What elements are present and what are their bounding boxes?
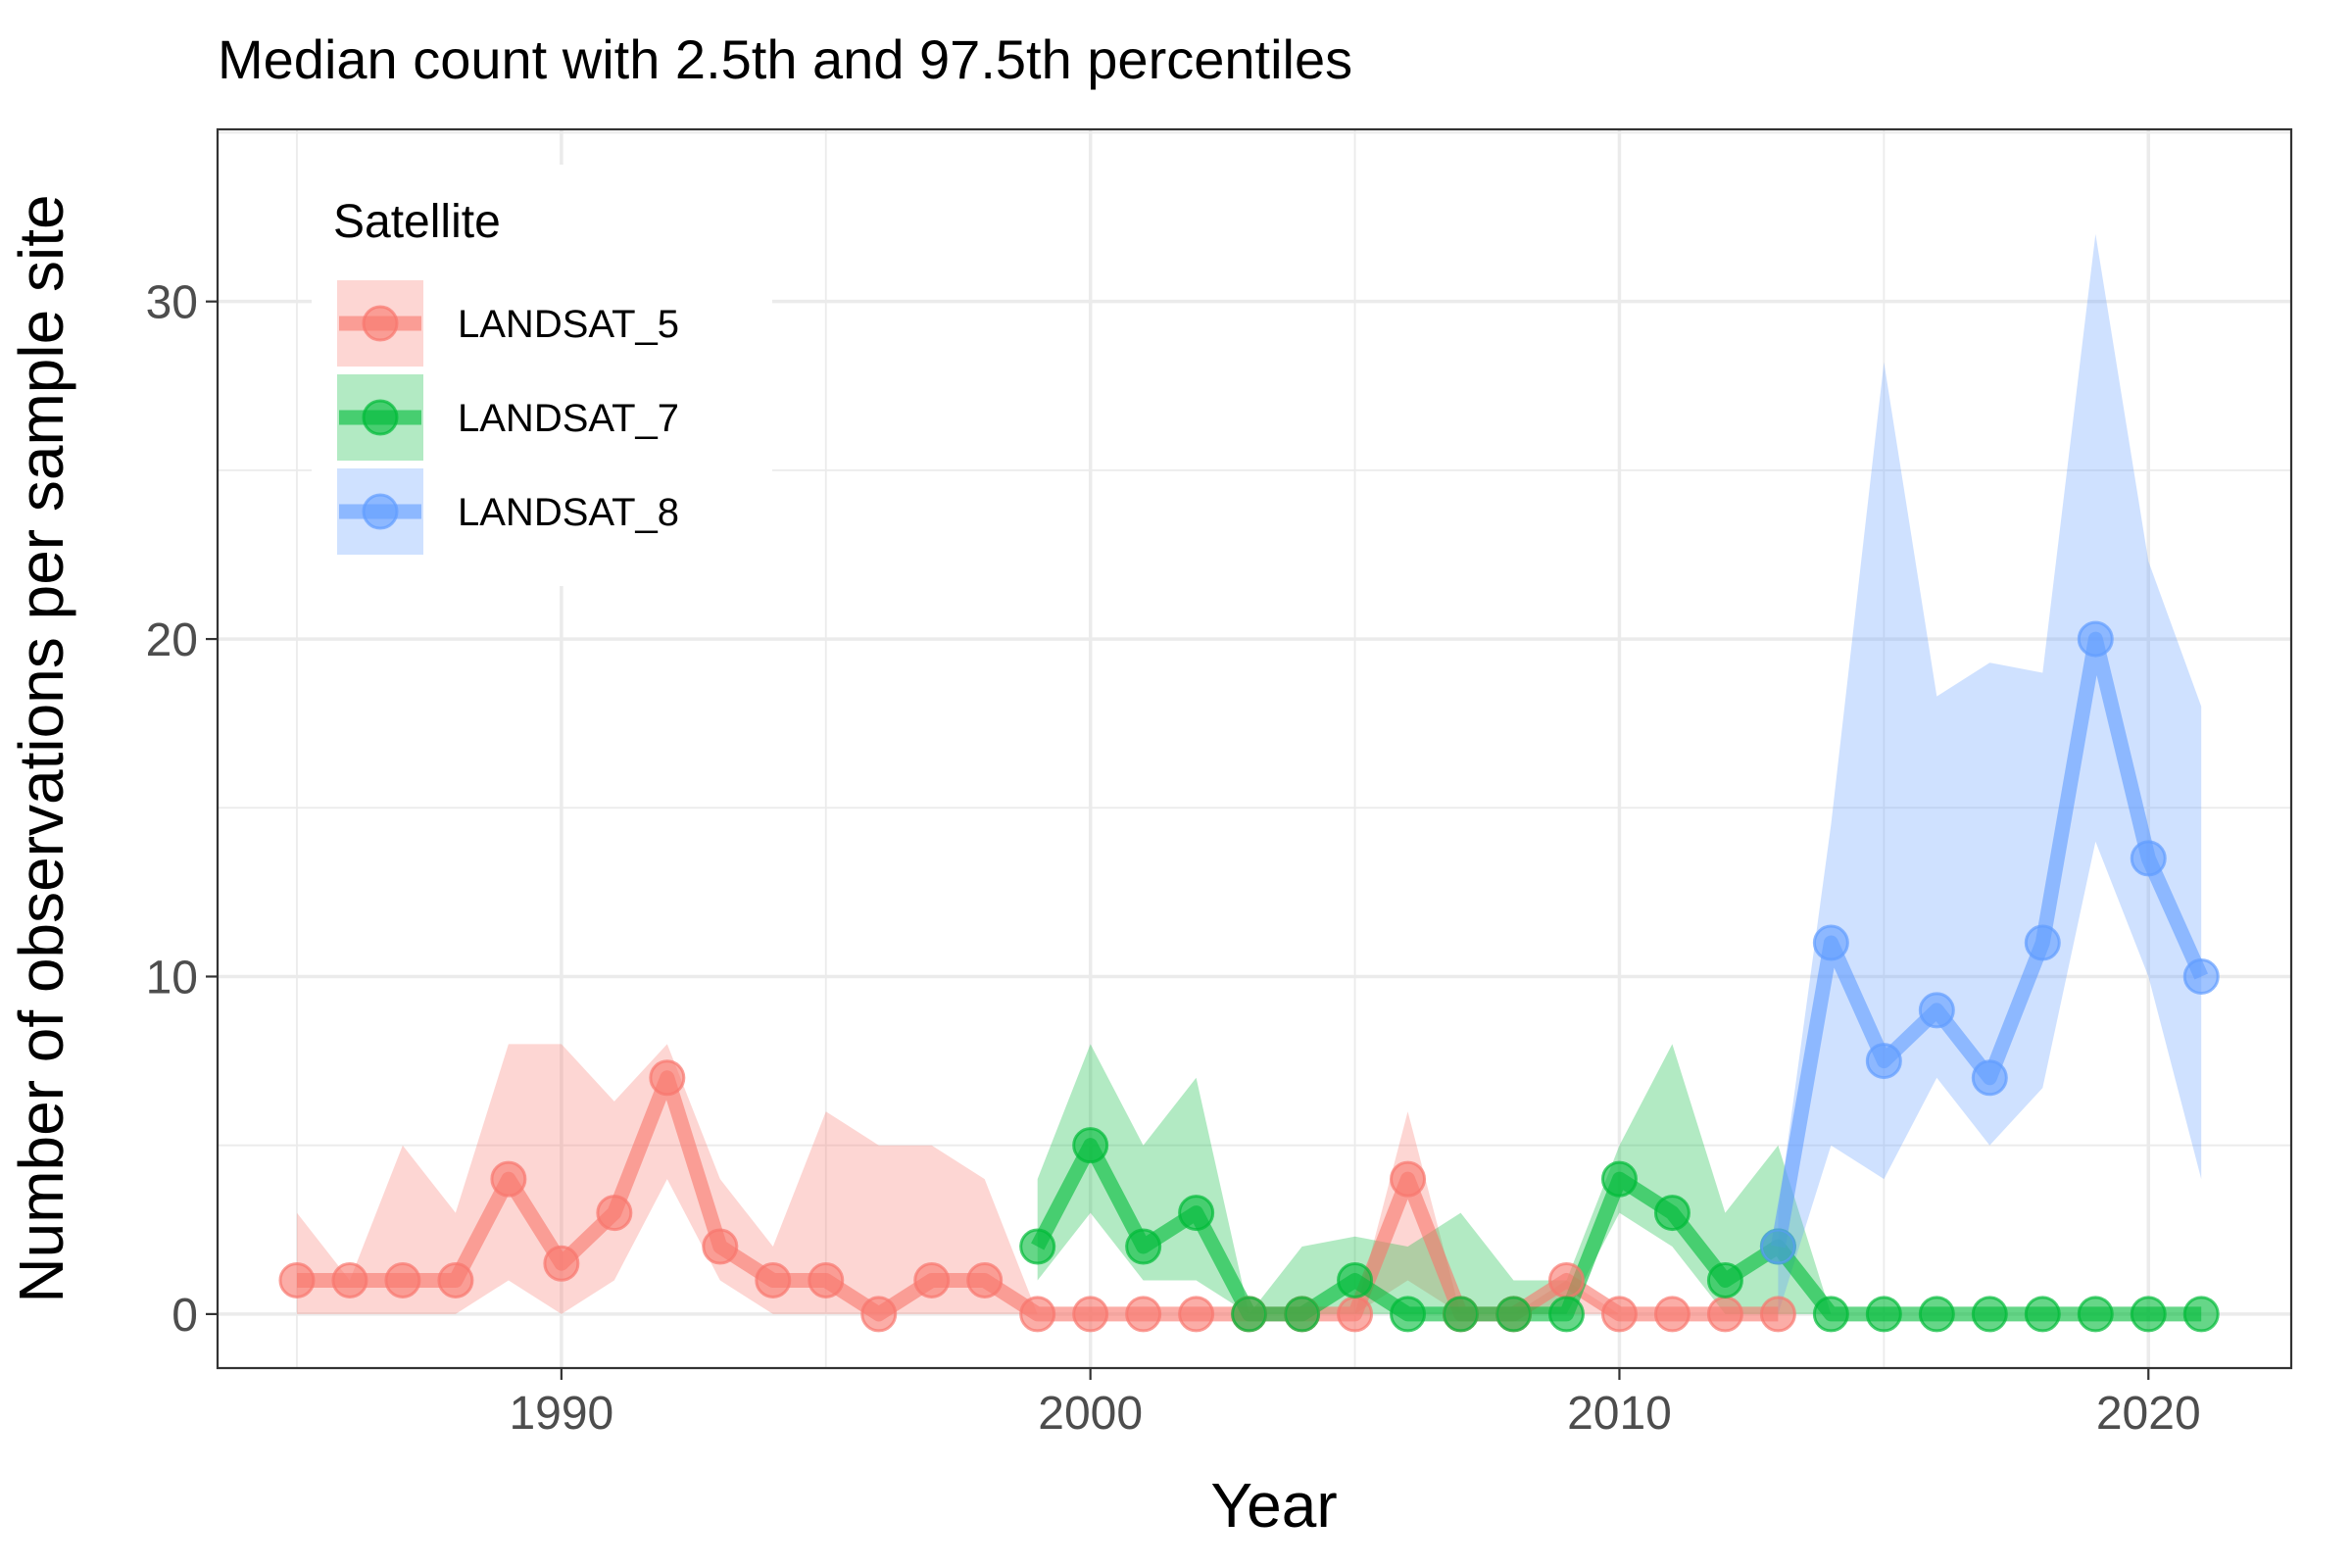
- legend-item-landsat-7: LANDSAT_7: [337, 374, 679, 461]
- landsat-8-point: [2024, 924, 2061, 961]
- landsat-7-point: [1918, 1296, 1955, 1333]
- landsat-7-point: [1231, 1296, 1268, 1333]
- landsat-5-point: [860, 1296, 898, 1333]
- legend-key-point: [362, 305, 399, 342]
- landsat-7-point: [1284, 1296, 1321, 1333]
- landsat-7-point: [2130, 1296, 2167, 1333]
- landsat-5-point: [755, 1261, 792, 1298]
- landsat-7-point: [1125, 1228, 1162, 1265]
- landsat-7-point: [2077, 1296, 2114, 1333]
- legend-label: LANDSAT_8: [458, 491, 679, 534]
- landsat-8-point: [2182, 957, 2220, 995]
- landsat-8-point: [1759, 1228, 1796, 1265]
- landsat-5-point: [331, 1261, 368, 1298]
- y-axis-title: Number of observations per sample site: [6, 194, 76, 1302]
- landsat-5-point: [437, 1261, 474, 1298]
- y-tick-label: 20: [146, 614, 198, 666]
- landsat-5-point: [913, 1261, 951, 1298]
- x-tick-label: 2020: [2096, 1388, 2201, 1440]
- minor-grid: [218, 129, 2291, 1368]
- landsat-8-point: [1971, 1059, 2008, 1097]
- landsat-7-point: [2024, 1296, 2061, 1333]
- landsat-8-point: [1865, 1043, 1902, 1080]
- x-tick-label: 2010: [1567, 1388, 1672, 1440]
- landsat-5-point: [543, 1245, 580, 1282]
- landsat-7-point: [1812, 1296, 1849, 1333]
- legend: Satellite LANDSAT_5 LANDSAT_7 LANDSAT_8: [312, 165, 772, 586]
- landsat-8-point: [2130, 840, 2167, 877]
- landsat-5-point: [808, 1261, 845, 1298]
- legend-label: LANDSAT_5: [458, 303, 679, 346]
- landsat-7-point: [1971, 1296, 2008, 1333]
- landsat-5-point: [1125, 1296, 1162, 1333]
- legend-title: Satellite: [333, 196, 501, 248]
- legend-item-landsat-8: LANDSAT_8: [337, 468, 679, 555]
- landsat-7-point: [1178, 1195, 1215, 1232]
- landsat-7-point: [1706, 1261, 1743, 1298]
- landsat-7-point: [1443, 1296, 1480, 1333]
- landsat-5-point: [1547, 1261, 1585, 1298]
- legend-item-landsat-5: LANDSAT_5: [337, 280, 679, 367]
- landsat-5-point: [1178, 1296, 1215, 1333]
- landsat-7-point: [1865, 1296, 1902, 1333]
- legend-label: LANDSAT_7: [458, 397, 679, 440]
- landsat-5-point: [1706, 1296, 1743, 1333]
- y-tick-label: 0: [172, 1290, 198, 1342]
- y-axis: 0 10 20 30: [146, 277, 218, 1342]
- landsat-5-point: [1600, 1296, 1638, 1333]
- chart-title: Median count with 2.5th and 97.5th perce…: [218, 28, 1352, 90]
- plot-border: [216, 127, 2293, 1370]
- landsat-7-point: [1653, 1195, 1690, 1232]
- landsat-7-point: [1390, 1296, 1427, 1333]
- landsat-5-point: [966, 1261, 1004, 1298]
- landsat-5-point: [384, 1261, 421, 1298]
- legend-key-point: [362, 493, 399, 530]
- landsat-5-point: [490, 1160, 527, 1198]
- landsat-7-point: [1547, 1296, 1585, 1333]
- landsat-5-point: [1337, 1296, 1374, 1333]
- x-axis: 1990 2000 2010 2020: [509, 1368, 2201, 1440]
- landsat-8-point: [1918, 992, 1955, 1029]
- x-axis-title: Year: [1210, 1470, 1337, 1541]
- landsat-5-point: [1390, 1160, 1427, 1198]
- median-points: [278, 620, 2220, 1333]
- legend-key-point: [362, 399, 399, 436]
- y-tick-label: 30: [146, 277, 198, 329]
- landsat-7-point: [1019, 1228, 1056, 1265]
- landsat-5-point: [1653, 1296, 1690, 1333]
- x-tick-label: 2000: [1038, 1388, 1143, 1440]
- x-tick-label: 1990: [509, 1388, 613, 1440]
- landsat-7-point: [1495, 1296, 1532, 1333]
- landsat-5-point: [278, 1261, 316, 1298]
- landsat-7-point: [2182, 1296, 2220, 1333]
- landsat-5-point: [1072, 1296, 1109, 1333]
- landsat-7-point: [1337, 1261, 1374, 1298]
- plot-area: Satellite LANDSAT_5 LANDSAT_7 LANDSAT_8: [216, 127, 2293, 1370]
- y-tick-label: 10: [146, 952, 198, 1004]
- landsat-5-point: [649, 1059, 686, 1097]
- landsat-5-point: [1759, 1296, 1796, 1333]
- landsat-7-point: [1600, 1160, 1638, 1198]
- landsat-7-point: [1072, 1127, 1109, 1164]
- landsat-5-percentile-band: [297, 1044, 1779, 1314]
- landsat-8-point: [2077, 620, 2114, 658]
- landsat-5-point: [596, 1195, 633, 1232]
- landsat-5-point: [702, 1228, 739, 1265]
- landsat-8-point: [1812, 924, 1849, 961]
- landsat-5-point: [1019, 1296, 1056, 1333]
